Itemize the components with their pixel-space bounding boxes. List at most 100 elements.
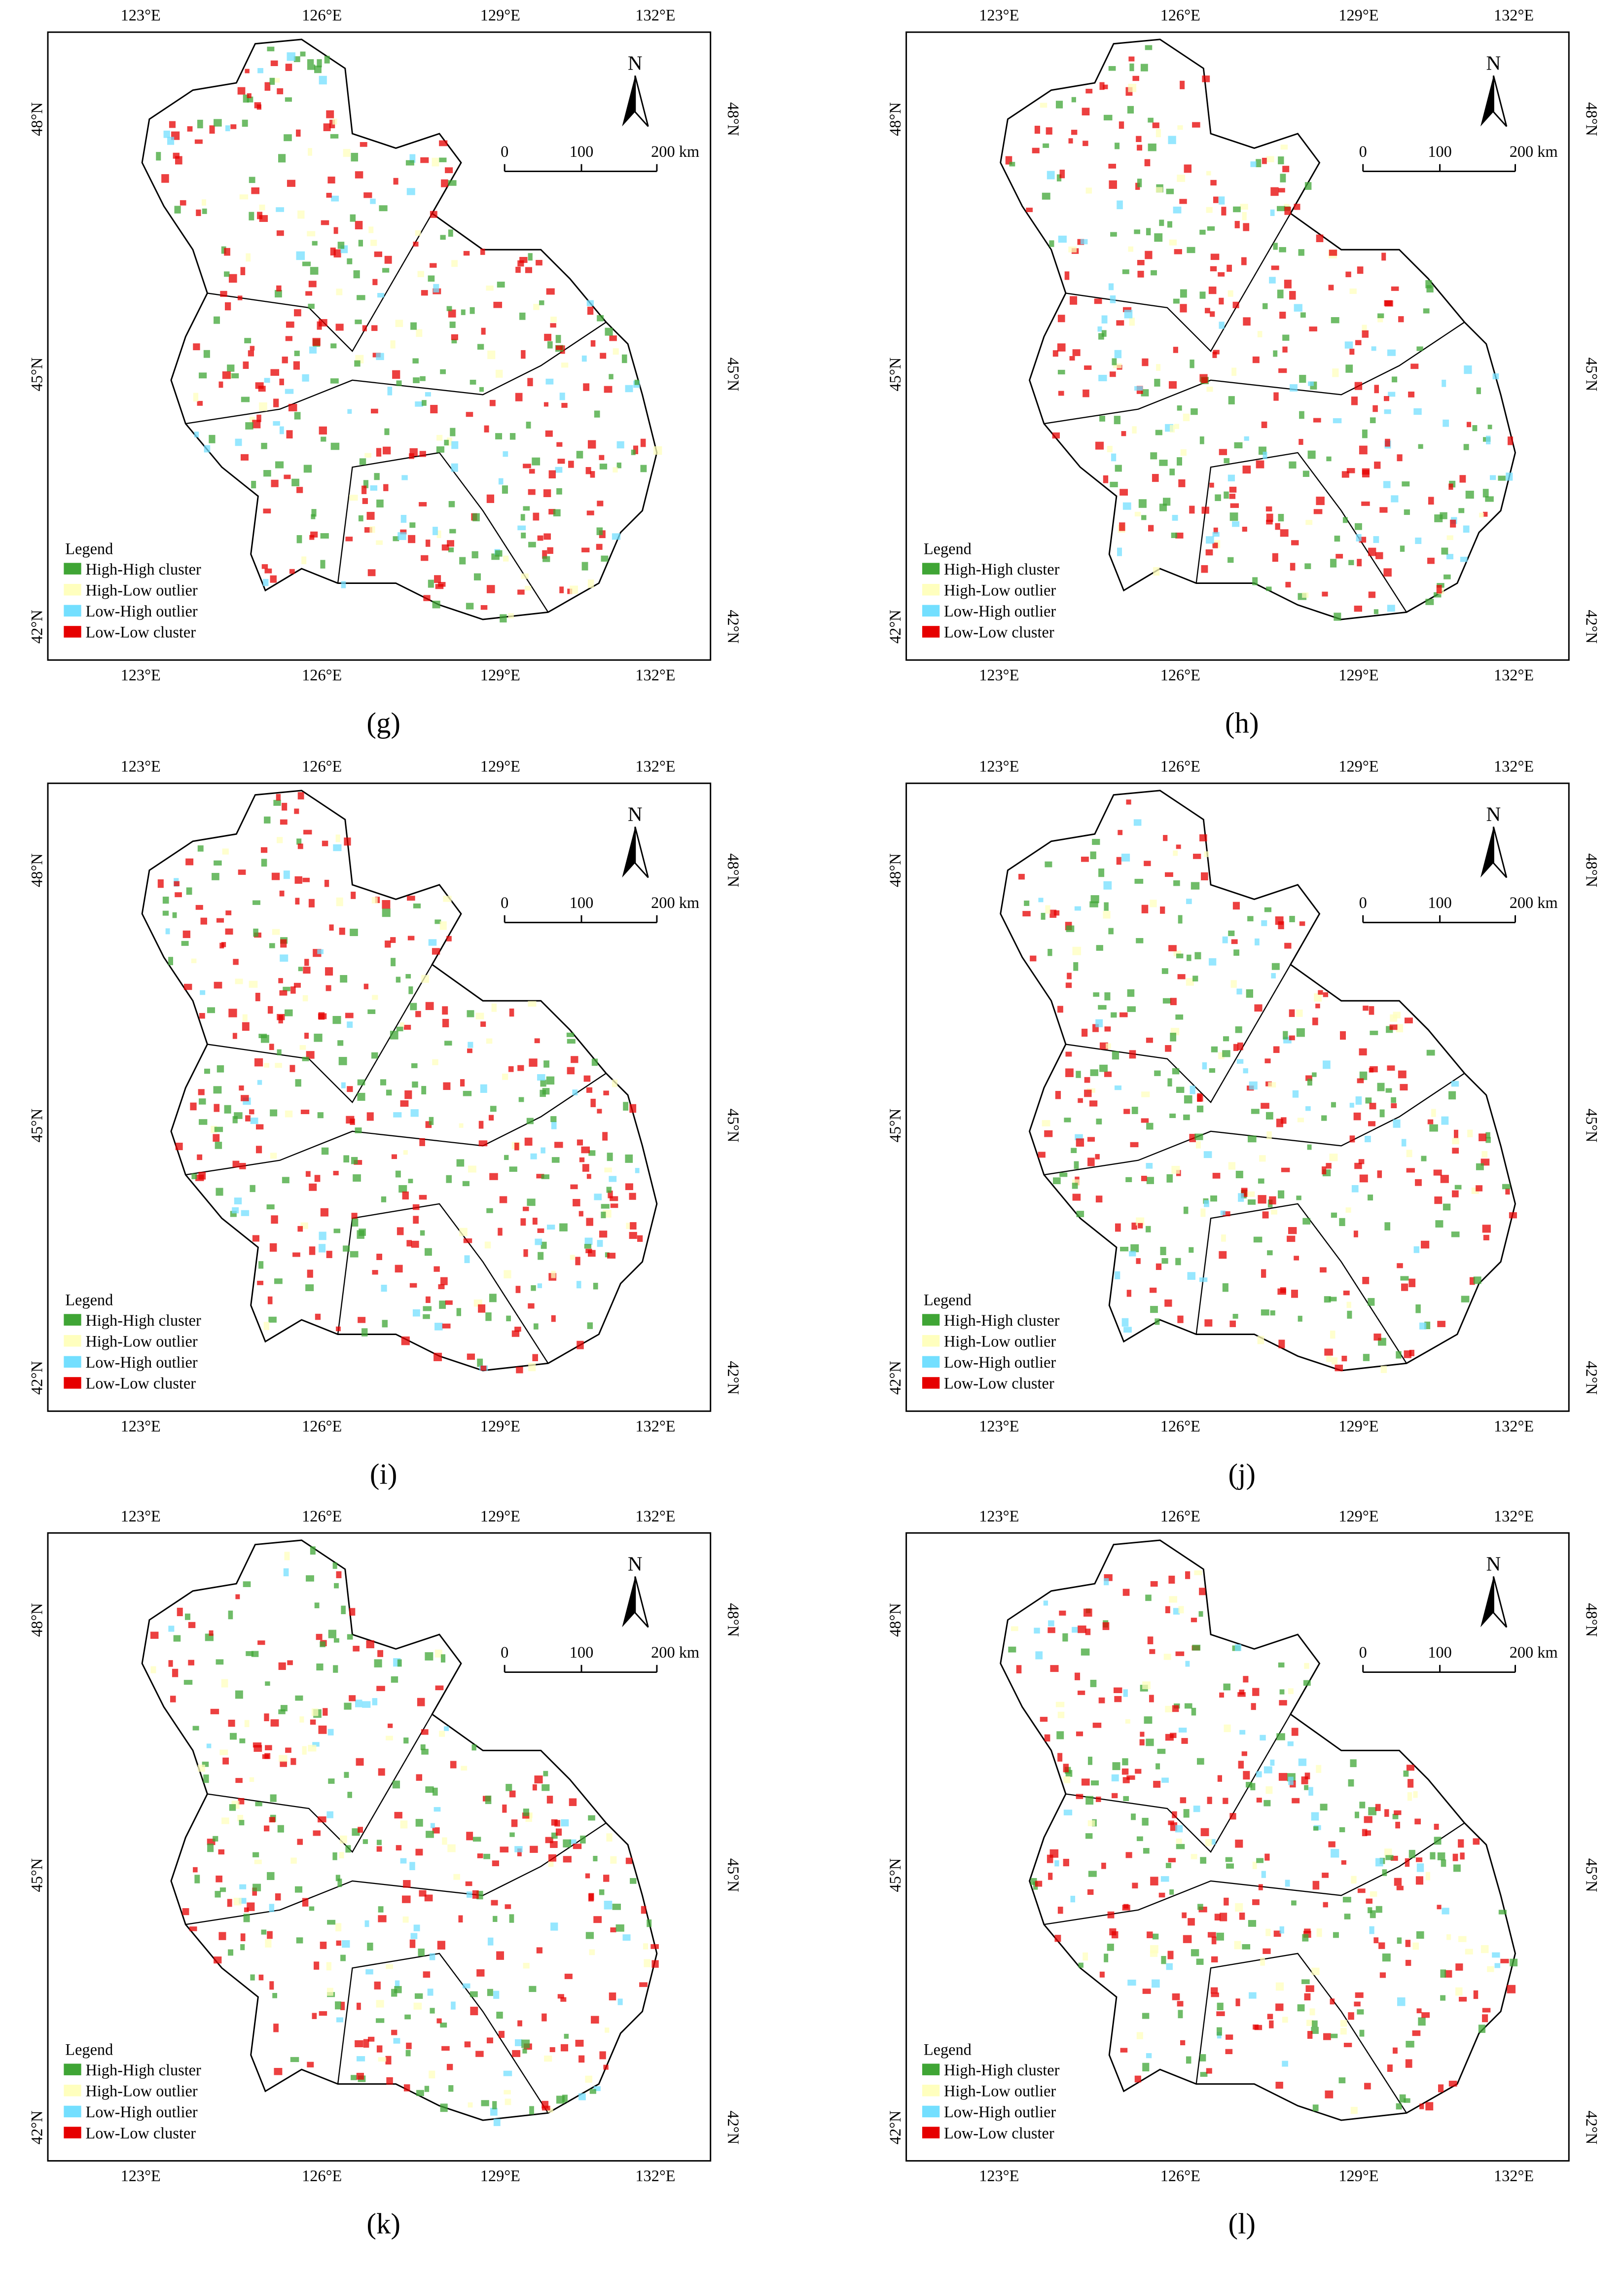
cluster-cell [442, 1323, 451, 1329]
cluster-cell [1463, 525, 1470, 533]
cluster-cell [1368, 1121, 1376, 1126]
cluster-cell [517, 1848, 522, 1856]
cluster-cell [1285, 581, 1291, 588]
cluster-cell [1127, 106, 1134, 114]
cluster-cell [1256, 1798, 1262, 1803]
cluster-cell [1329, 250, 1337, 256]
cluster-cell [1270, 1310, 1275, 1316]
cluster-cell [419, 502, 427, 507]
cluster-cell [244, 1720, 250, 1727]
cluster-cell [1389, 1024, 1398, 1030]
cluster-cell [1219, 297, 1224, 305]
cluster-cell [554, 1820, 560, 1827]
cluster-cell [1298, 249, 1304, 256]
legend-swatch [64, 2105, 81, 2118]
cluster-cell [240, 454, 249, 461]
cluster-cell [522, 1206, 529, 1211]
cluster-cell [1365, 1136, 1371, 1143]
cluster-cell [1173, 850, 1178, 856]
latitude-label: 42°N [1583, 1361, 1601, 1395]
cluster-cell [1098, 1005, 1107, 1010]
cluster-cell [1269, 277, 1276, 284]
cluster-cell [416, 329, 423, 337]
cluster-cell [1396, 1885, 1404, 1890]
cluster-cell [378, 2057, 387, 2062]
longitude-label: 132°E [635, 666, 675, 684]
cluster-cell [1209, 482, 1214, 488]
cluster-cell [1129, 1251, 1136, 1257]
legend-swatch [64, 583, 81, 596]
cluster-cell [257, 1640, 265, 1645]
cluster-cell [1205, 1839, 1212, 1846]
cluster-cell [1307, 450, 1316, 459]
cluster-cell [361, 1328, 368, 1337]
cluster-cell [1101, 330, 1107, 337]
cluster-cell [209, 434, 216, 443]
district-boundary [1065, 213, 1291, 352]
cluster-cell [559, 393, 565, 400]
cluster-cell [1018, 873, 1025, 880]
cluster-cell [1200, 2072, 1208, 2077]
cluster-cell [1178, 479, 1186, 487]
cluster-cell [391, 1676, 398, 1683]
cluster-cell [1120, 2048, 1128, 2053]
cluster-cell [393, 1112, 402, 1118]
scale-label: 100 [1428, 894, 1452, 911]
scale-label: 0 [501, 1643, 508, 1661]
cluster-cell [200, 990, 206, 995]
latitude-label: 45°N [886, 1109, 904, 1143]
cluster-cell [1169, 1889, 1174, 1895]
cluster-cell [1232, 521, 1240, 527]
cluster-cell [279, 990, 288, 996]
cluster-cell [384, 255, 392, 264]
cluster-cell [1209, 1068, 1216, 1073]
cluster-cell [357, 1230, 364, 1239]
cluster-cell [1146, 1163, 1153, 1169]
cluster-cell [1354, 1811, 1359, 1818]
cluster-cell [380, 1079, 387, 1086]
cluster-cell [415, 1011, 421, 1017]
cluster-cell [545, 378, 554, 385]
cluster-cell [1084, 1077, 1090, 1083]
cluster-cell [1305, 1985, 1314, 1992]
cluster-cell [1252, 577, 1258, 585]
cluster-cell [560, 1997, 567, 2002]
cluster-cell [1231, 939, 1238, 944]
cluster-cell [1065, 1051, 1072, 1057]
cluster-cell [1266, 513, 1273, 522]
cluster-cell [1115, 465, 1122, 472]
cluster-cell [1124, 310, 1133, 319]
cluster-cell [1282, 166, 1290, 173]
latitude-label: 45°N [724, 358, 742, 392]
cluster-cell [309, 535, 315, 540]
cluster-cell [270, 60, 278, 67]
cluster-cell [415, 401, 424, 407]
cluster-cell [434, 1649, 442, 1658]
cluster-cell [193, 343, 200, 351]
cluster-cell [1040, 1717, 1048, 1722]
cluster-cell [439, 921, 447, 930]
cluster-cell [246, 1651, 253, 1656]
cluster-cell [1142, 358, 1149, 366]
cluster-cell [172, 1668, 179, 1677]
cluster-cell [1431, 1109, 1436, 1117]
cluster-cell [1448, 483, 1453, 490]
cluster-cell [397, 532, 406, 540]
cluster-cell [347, 258, 353, 264]
cluster-cell [1275, 1982, 1284, 1991]
cluster-cell [1387, 349, 1396, 356]
cluster-cell [358, 240, 363, 247]
cluster-cell [1169, 1596, 1178, 1603]
longitude-label: 132°E [1494, 6, 1534, 24]
cluster-cell [1193, 1806, 1200, 1812]
cluster-cell [545, 430, 553, 437]
cluster-cell [1384, 1222, 1391, 1230]
cluster-cell [529, 1986, 537, 1992]
cluster-cell [1263, 1948, 1271, 1954]
cluster-cell [215, 1891, 221, 1898]
cluster-cell [183, 1680, 193, 1685]
cluster-cell [517, 525, 526, 531]
cluster-cell [1434, 1837, 1442, 1845]
cluster-cell [1270, 187, 1279, 196]
cluster-cell [295, 898, 300, 905]
